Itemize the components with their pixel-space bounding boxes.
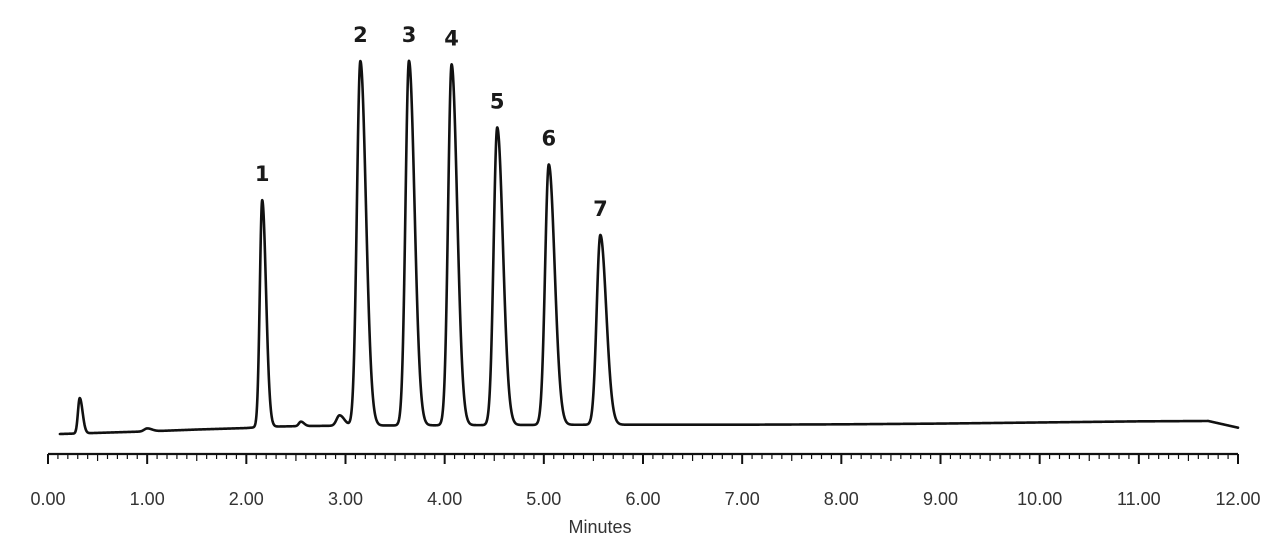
x-tick-label: 5.00 [526,489,561,509]
peak-label-1: 1 [255,162,270,186]
x-tick-label: 4.00 [427,489,462,509]
x-tick-label: 1.00 [130,489,165,509]
x-tick-label: 8.00 [824,489,859,509]
peak-label-4: 4 [444,26,459,50]
x-tick-label: 7.00 [725,489,760,509]
x-axis-title: Minutes [568,517,631,537]
peak-label-6: 6 [541,127,556,151]
x-tick-label: 6.00 [625,489,660,509]
peak-label-7: 7 [593,197,608,221]
peak-label-3: 3 [402,23,417,47]
peak-label-2: 2 [353,23,368,47]
peak-labels: 1 2 3 4 5 6 7 [255,23,608,221]
x-tick-label: 9.00 [923,489,958,509]
x-tick-label: 11.00 [1117,489,1161,509]
peak-label-5: 5 [490,90,505,114]
x-tick-label: 12.00 [1215,489,1260,509]
x-tick-label: 10.00 [1017,489,1062,509]
trace-layer [58,59,1240,436]
x-tick-label: 2.00 [229,489,264,509]
chromatogram-trace [58,59,1240,436]
x-tick-label: 3.00 [328,489,363,509]
x-axis: 0.00 1.00 2.00 3.00 4.00 5.00 6.00 7.00 8.00 9.00… [30,452,1261,509]
x-tick-label: 0.00 [30,489,65,509]
